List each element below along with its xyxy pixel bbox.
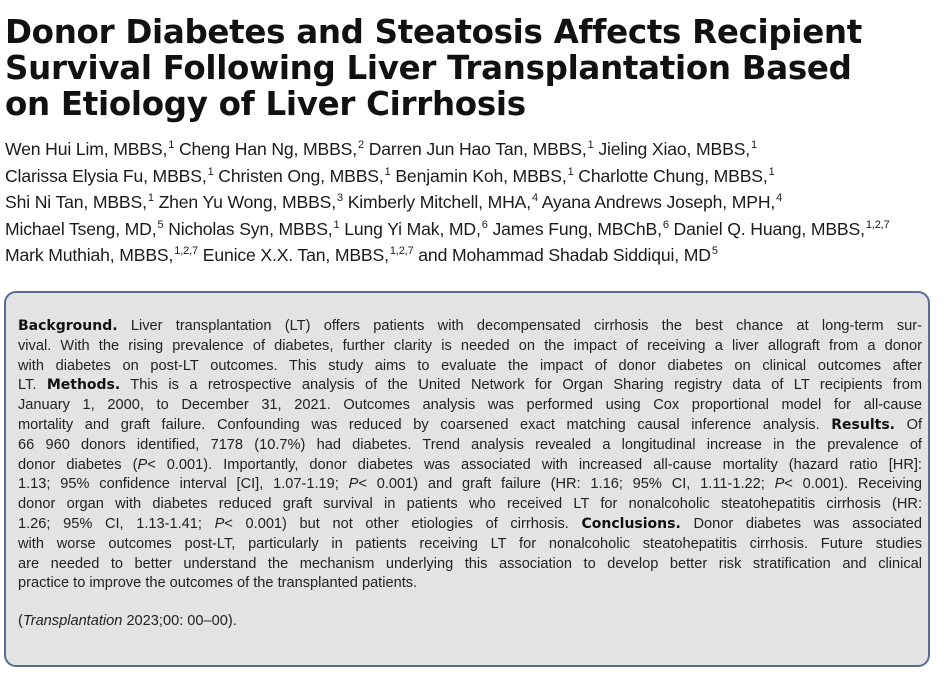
abstract-line-text: 1.26; 95% CI, 1.13-1.41; xyxy=(18,515,202,532)
author-affiliation: 1 xyxy=(587,139,594,151)
methods-heading: Methods. xyxy=(46,377,121,394)
abstract-line-text: This is a retrospective analysis of the … xyxy=(130,377,922,394)
background-heading: Background. xyxy=(18,318,118,334)
author-affiliation: 1 xyxy=(207,165,214,178)
abstract-line-text: are needed to better understand the mech… xyxy=(18,555,922,572)
title-line: on Etiology of Liver Cirrhosis xyxy=(5,85,526,123)
author-name: Christen Ong, MBBS, xyxy=(218,165,384,186)
p-value-symbol: P xyxy=(137,456,148,473)
abstract-line: 1.26; 95% CI, 1.13-1.41; P< 0.001) but n… xyxy=(18,515,922,535)
author-affiliation: 4 xyxy=(532,192,538,205)
p-value-symbol: P xyxy=(774,476,785,493)
abstract-line-text: LT. xyxy=(18,377,37,394)
abstract-line-text: < 0.001). Receiving xyxy=(784,476,922,493)
abstract-line-text: practice to improve the outcomes of the … xyxy=(18,575,418,592)
author-affiliation: 2 xyxy=(358,139,364,151)
author-affiliation: 1 xyxy=(384,165,391,178)
author-line: Clarissa Elysia Fu, MBBS,1 Christen Ong,… xyxy=(5,165,940,192)
abstract-line: mortality and graft failure. Confounding… xyxy=(18,416,922,436)
author-name: Mark Muthiah, MBBS, xyxy=(5,245,174,266)
author-name: Zhen Yu Wong, MBBS, xyxy=(158,192,337,213)
author-name: Cheng Han Ng, MBBS, xyxy=(178,139,357,159)
author-name: Michael Tseng, MD, xyxy=(5,218,157,239)
author-affiliation: 5 xyxy=(711,245,718,258)
author-name: Charlotte Chung, MBBS, xyxy=(578,165,768,186)
author-name: Daniel Q. Huang, MBBS, xyxy=(673,218,865,239)
author-name: Clarissa Elysia Fu, MBBS, xyxy=(5,165,207,186)
author-name: Darren Jun Hao Tan, MBBS, xyxy=(368,139,587,159)
author-name: Kimberly Mitchell, MHA, xyxy=(347,192,531,213)
title-line: Donor Diabetes and Steatosis Affects Rec… xyxy=(5,13,863,51)
abstract-line: Background. Liver transplantation (LT) o… xyxy=(18,317,922,337)
abstract-line-text: < 0.001) but not other etiologies of cir… xyxy=(224,515,569,532)
abstract-box: Background. Liver transplantation (LT) o… xyxy=(4,291,930,667)
author-name: Jieling Xiao, MBBS, xyxy=(598,139,751,159)
author-line: Michael Tseng, MD,5 Nicholas Syn, MBBS,1… xyxy=(5,218,940,245)
author-affiliation: 5 xyxy=(157,218,164,231)
abstract-line-text: Liver transplantation (LT) offers patien… xyxy=(130,318,922,334)
abstract-line-text: donor diabetes ( xyxy=(18,456,138,473)
abstract-line-text: mortality and graft failure. Confounding… xyxy=(18,416,820,433)
abstract-line-text: 66 960 donors identified, 7178 (10.7%) h… xyxy=(18,436,922,453)
p-value-symbol: P xyxy=(214,515,225,532)
abstract-line: practice to improve the outcomes of the … xyxy=(18,574,922,594)
author-affiliation: 1 xyxy=(333,218,340,231)
abstract-line-text: donor organ with diabetes reduced graft … xyxy=(18,496,922,513)
abstract-line: with worse outcomes post-LT, particularl… xyxy=(18,535,922,555)
author-affiliation: 1 xyxy=(768,165,775,178)
author-line: Shi Ni Tan, MBBS,1 Zhen Yu Wong, MBBS,3 … xyxy=(5,191,940,218)
author-affiliation: 6 xyxy=(662,218,669,231)
results-heading: Results. xyxy=(831,416,895,433)
author-affiliation: 1 xyxy=(751,139,757,151)
author-name: and Mohammad Shadab Siddiqui, MD xyxy=(418,245,711,266)
author-affiliation: 1,2,7 xyxy=(865,218,890,231)
author-affiliation: 1,2,7 xyxy=(174,245,198,258)
abstract-line: donor organ with diabetes reduced graft … xyxy=(18,495,922,515)
author-affiliation: 1 xyxy=(147,192,154,205)
abstract-line-text: < 0.001) and graft failure (HR: 1.16; 95… xyxy=(358,476,765,493)
author-affiliation: 3 xyxy=(337,192,343,205)
abstract-line-text: Of xyxy=(906,416,922,433)
author-line: Mark Muthiah, MBBS,1,2,7 Eunice X.X. Tan… xyxy=(5,244,940,271)
abstract-line: donor diabetes (P< 0.001). Importantly, … xyxy=(18,456,922,476)
abstract-line-text: Donor diabetes was associated xyxy=(693,515,923,532)
author-affiliation: 4 xyxy=(776,192,783,205)
abstract-line-text: with worse outcomes post-LT, particularl… xyxy=(18,535,922,552)
abstract-line: with diabetes on post-LT outcomes. This … xyxy=(18,357,922,377)
article-title: Donor Diabetes and Steatosis Affects Rec… xyxy=(5,14,935,122)
abstract-line-text: January 1, 2000, to December 31, 2021. O… xyxy=(18,397,922,414)
author-name: Wen Hui Lim, MBBS, xyxy=(5,139,168,159)
author-affiliation: 1,2,7 xyxy=(389,245,414,258)
author-affiliation: 1 xyxy=(168,139,175,151)
citation-journal: Transplantation xyxy=(22,613,123,629)
citation-details: 2023;00: 00–00). xyxy=(122,613,237,629)
conclusions-heading: Conclusions. xyxy=(581,515,681,532)
p-value-symbol: P xyxy=(348,476,359,493)
abstract-line-text: vival. With the rising prevalence of dia… xyxy=(18,337,922,354)
abstract-line: are needed to better understand the mech… xyxy=(18,555,922,575)
abstract-line: 66 960 donors identified, 7178 (10.7%) h… xyxy=(18,436,922,456)
citation: (Transplantation 2023;00: 00–00). xyxy=(18,611,237,631)
abstract-line-text: 1.13; 95% confidence interval [CI], 1.07… xyxy=(18,476,339,493)
abstract-text: Background. Liver transplantation (LT) o… xyxy=(18,317,922,594)
author-name: Eunice X.X. Tan, MBBS, xyxy=(202,245,389,266)
author-list: Wen Hui Lim, MBBS,1 Cheng Han Ng, MBBS,2… xyxy=(5,138,940,271)
author-name: Lung Yi Mak, MD, xyxy=(344,218,481,239)
abstract-line: LT. Methods. This is a retrospective ana… xyxy=(18,376,922,396)
abstract-line-text: < 0.001). Importantly, donor diabetes wa… xyxy=(147,456,922,473)
author-affiliation: 6 xyxy=(481,218,488,231)
author-name: Nicholas Syn, MBBS, xyxy=(168,218,333,239)
author-name: Shi Ni Tan, MBBS, xyxy=(5,192,147,213)
abstract-line: 1.13; 95% confidence interval [CI], 1.07… xyxy=(18,475,922,495)
citation-open: ( xyxy=(18,613,23,629)
author-name: James Fung, MBChB, xyxy=(492,218,662,239)
abstract-line: vival. With the rising prevalence of dia… xyxy=(18,337,922,357)
abstract-line-text: with diabetes on post-LT outcomes. This … xyxy=(18,357,922,374)
author-line: Wen Hui Lim, MBBS,1 Cheng Han Ng, MBBS,2… xyxy=(5,138,940,165)
author-name: Ayana Andrews Joseph, MPH, xyxy=(541,192,776,213)
author-name: Benjamin Koh, MBBS, xyxy=(395,165,567,186)
title-line: Survival Following Liver Transplantation… xyxy=(5,49,852,87)
author-affiliation: 1 xyxy=(567,165,574,178)
abstract-line: January 1, 2000, to December 31, 2021. O… xyxy=(18,396,922,416)
